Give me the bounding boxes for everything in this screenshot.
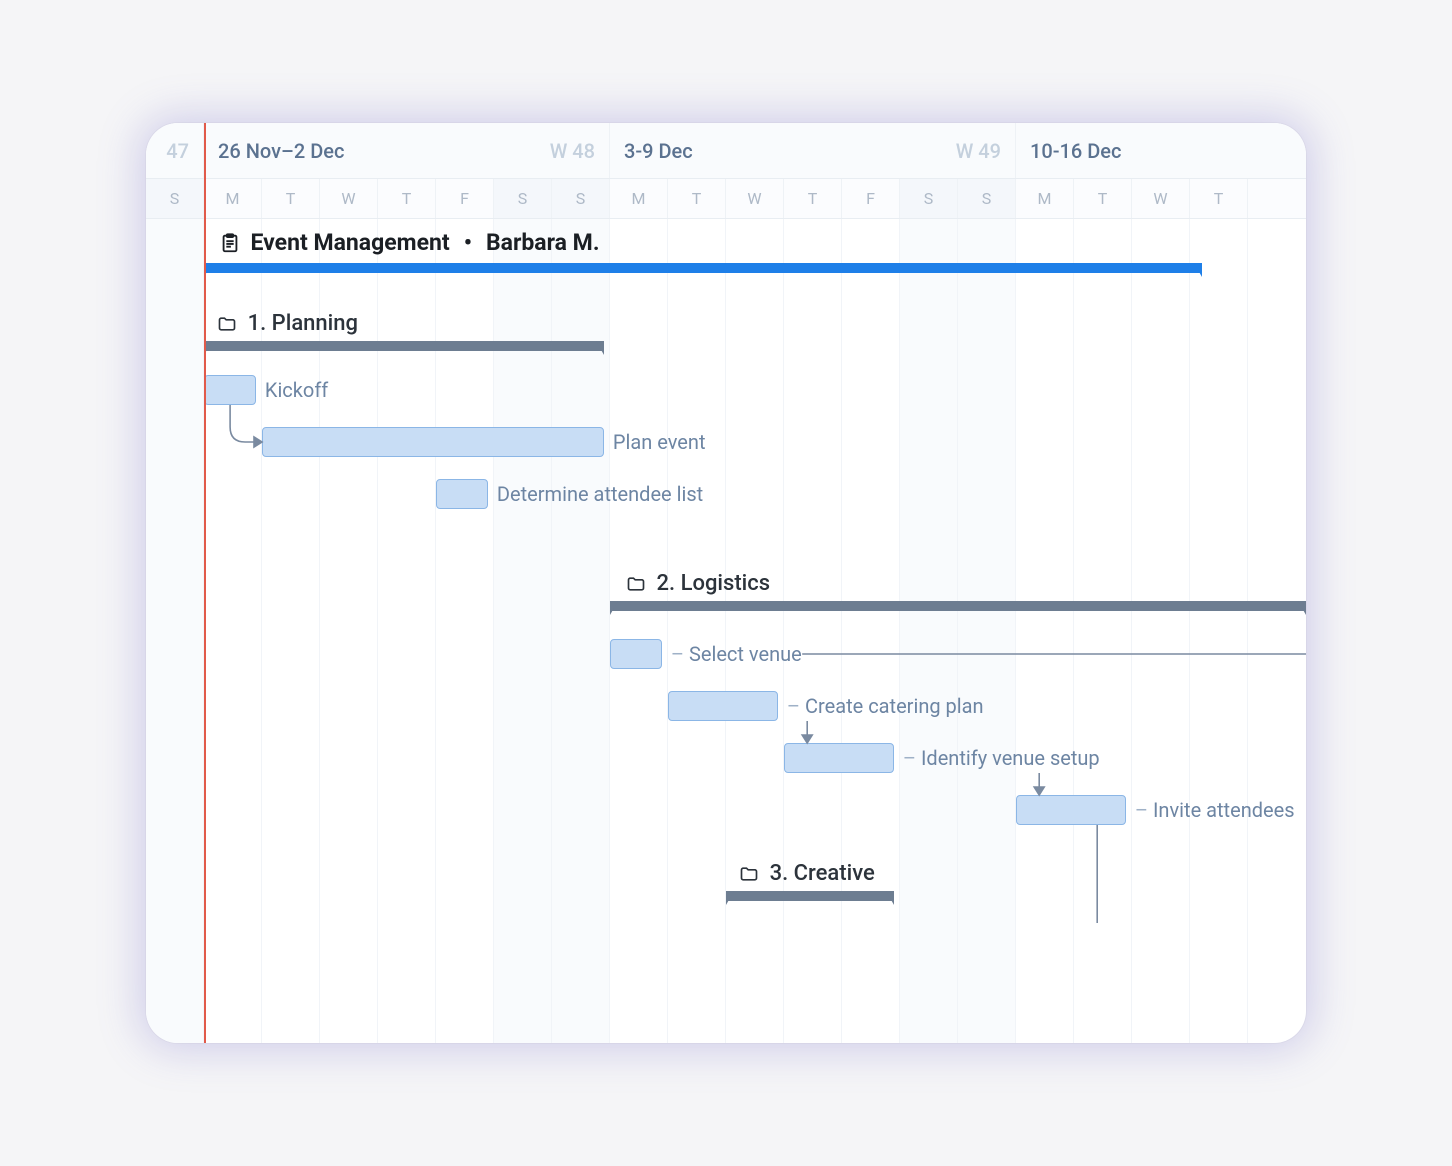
folder-row[interactable]: 3. Creative <box>738 861 1306 886</box>
clipboard-icon <box>219 232 241 254</box>
task-bar[interactable] <box>784 743 894 773</box>
folder-icon <box>738 864 760 884</box>
gantt-body: Event Management • Barbara M. 1. Planning 2.… <box>146 219 1306 1043</box>
day-cell[interactable]: F <box>436 179 494 218</box>
week-cell[interactable]: 26 Nov–2 Dec W 48 <box>204 123 610 178</box>
day-cell[interactable]: M <box>610 179 668 218</box>
week-range: 3-9 Dec <box>624 139 693 163</box>
day-cell[interactable]: T <box>1190 179 1248 218</box>
task-bar[interactable] <box>668 691 778 721</box>
task-label: Plan event <box>613 430 706 454</box>
folder-name: 1. Planning <box>248 311 358 336</box>
day-cell[interactable]: M <box>204 179 262 218</box>
task-bar[interactable] <box>610 639 662 669</box>
header-days: SMTWTFSSMTWTFSSMTWT <box>146 179 1306 219</box>
week-cell[interactable]: 47 <box>146 123 204 178</box>
week-number: 47 <box>166 139 189 163</box>
task-bar[interactable] <box>436 479 488 509</box>
week-number: W 48 <box>550 139 595 163</box>
task-label: Create catering plan <box>787 694 984 718</box>
project-owner: Barbara M. <box>486 229 600 256</box>
task-bar[interactable] <box>1016 795 1126 825</box>
week-cell[interactable]: 3-9 Dec W 49 <box>610 123 1016 178</box>
folder-name: 3. Creative <box>770 861 875 886</box>
header-weeks: 47 26 Nov–2 Dec W 48 3-9 Dec W 49 10-16 Dec <box>146 123 1306 179</box>
folder-icon <box>625 574 647 594</box>
task-label: Select venue <box>671 642 802 666</box>
gantt-chart[interactable]: 4726 Nov–2 DecW 483-9 DecW 4910-16 DecSM… <box>146 123 1306 1043</box>
task-label: Invite attendees <box>1135 798 1295 822</box>
week-cell[interactable]: 10-16 Dec <box>1016 123 1306 178</box>
folder-icon <box>216 314 238 334</box>
day-cell[interactable]: T <box>378 179 436 218</box>
folder-row[interactable]: 2. Logistics <box>625 571 1307 596</box>
day-cell[interactable]: S <box>900 179 958 218</box>
day-cell[interactable]: T <box>262 179 320 218</box>
folder-bracket[interactable] <box>204 341 604 351</box>
folder-name: 2. Logistics <box>657 571 771 596</box>
day-cell[interactable]: W <box>320 179 378 218</box>
day-cell[interactable]: T <box>668 179 726 218</box>
task-bar[interactable] <box>204 375 256 405</box>
folder-bracket[interactable] <box>610 601 1306 611</box>
project-title-row[interactable]: Event Management • Barbara M. <box>219 229 1307 256</box>
project-title: Event Management <box>251 229 450 256</box>
day-cell[interactable]: M <box>1016 179 1074 218</box>
task-bar[interactable] <box>262 427 604 457</box>
week-range: 10-16 Dec <box>1030 139 1121 163</box>
day-cell[interactable]: T <box>1074 179 1132 218</box>
week-number: W 49 <box>956 139 1001 163</box>
folder-row[interactable]: 1. Planning <box>216 311 1306 336</box>
day-cell[interactable]: F <box>842 179 900 218</box>
folder-bracket[interactable] <box>726 891 894 901</box>
separator: • <box>464 229 472 256</box>
task-label: Kickoff <box>265 378 328 402</box>
day-cell[interactable]: S <box>494 179 552 218</box>
day-cell[interactable]: S <box>146 179 204 218</box>
day-cell[interactable]: W <box>1132 179 1190 218</box>
day-cell[interactable]: S <box>552 179 610 218</box>
day-cell[interactable]: T <box>784 179 842 218</box>
today-marker <box>204 123 206 1043</box>
day-cell[interactable]: S <box>958 179 1016 218</box>
project-span-bar[interactable] <box>204 263 1202 273</box>
task-label: Identify venue setup <box>903 746 1100 770</box>
day-cell[interactable]: W <box>726 179 784 218</box>
week-range: 26 Nov–2 Dec <box>218 139 344 163</box>
gantt-frame: 4726 Nov–2 DecW 483-9 DecW 4910-16 DecSM… <box>146 123 1306 1043</box>
task-label: Determine attendee list <box>497 482 703 506</box>
